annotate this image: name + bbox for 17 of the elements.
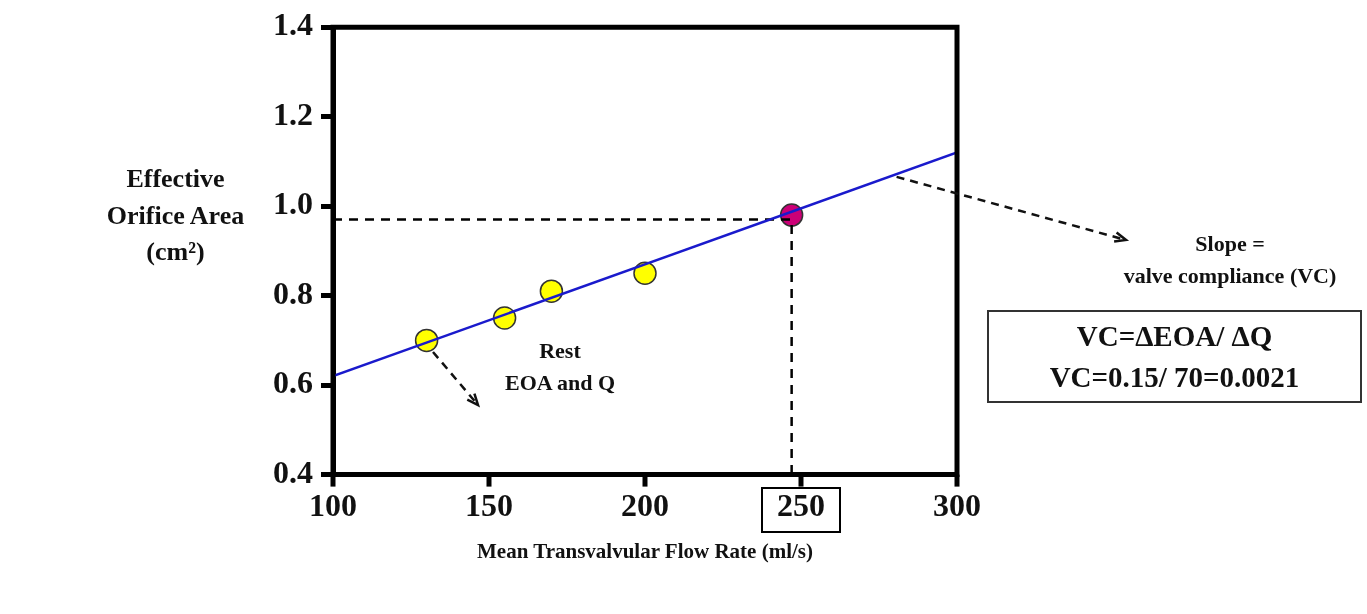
x-axis-title: Mean Transvalvular Flow Rate (ml/s) <box>476 538 814 564</box>
y-tick-label: 0.6 <box>273 364 313 401</box>
y-tick-label: 0.8 <box>273 274 313 311</box>
x-tick-label: 250 <box>777 487 825 524</box>
x-tick-label: 300 <box>933 487 981 524</box>
y-axis-title: Effective Orifice Area (cm²) <box>105 163 246 269</box>
y-tick-label: 1.4 <box>273 6 313 43</box>
annotation: Slope = valve compliance (VC) <box>1122 230 1338 290</box>
y-tick-label: 0.4 <box>273 453 313 490</box>
y-tick-label: 1.0 <box>273 185 313 222</box>
text: VC=ΔEOA/ ΔQ <box>1076 320 1273 353</box>
y-tick-label: 1.2 <box>273 95 313 132</box>
annotation: Rest EOA and Q <box>503 337 616 397</box>
text: VC=0.15/ 70=0.0021 <box>1049 360 1300 393</box>
x-tick-label: 100 <box>309 487 357 524</box>
x-tick-label: 150 <box>465 487 513 524</box>
x-tick-label: 200 <box>621 487 669 524</box>
